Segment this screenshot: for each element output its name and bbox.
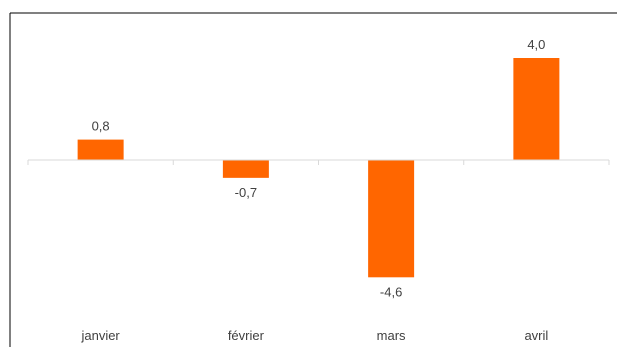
bar-avril [513, 58, 560, 160]
category-label-janvier: janvier [80, 328, 120, 343]
data-label-avril: 4,0 [527, 37, 545, 52]
category-label-mars: mars [377, 328, 406, 343]
bars-group [77, 58, 560, 278]
bar-février [222, 160, 269, 178]
category-labels-group: janvier février mars avril [80, 328, 548, 343]
chart-frame [9, 12, 617, 347]
data-labels-group: 0,8 -0,7 -4,6 4,0 [92, 37, 546, 299]
category-label-avril: avril [524, 328, 548, 343]
data-label-janvier: 0,8 [92, 119, 110, 134]
data-label-mars: -4,6 [380, 284, 402, 299]
zero-axis-group [27, 159, 610, 165]
category-label-février: février [228, 328, 265, 343]
bar-janvier [77, 139, 124, 160]
data-label-février: -0,7 [235, 185, 257, 200]
bar-mars [368, 160, 415, 278]
